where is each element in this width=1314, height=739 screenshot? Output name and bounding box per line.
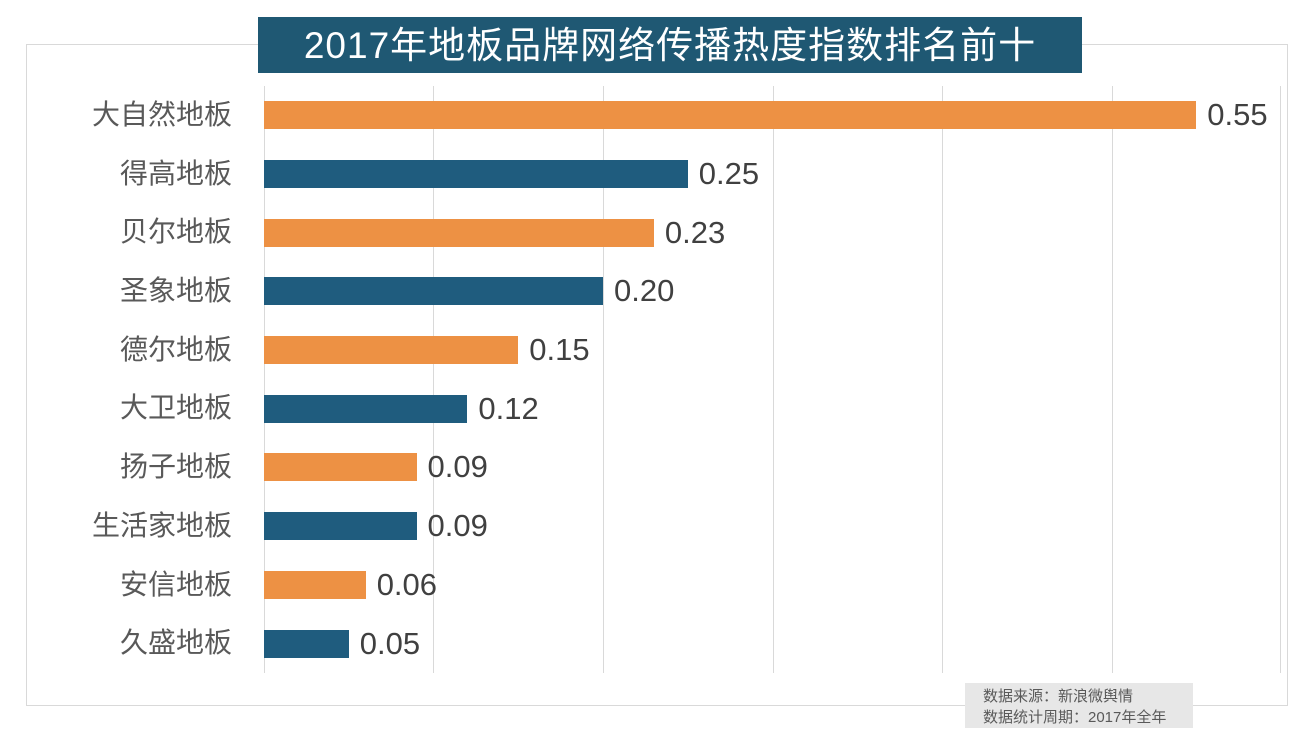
category-label: 安信地板 xyxy=(119,568,232,600)
value-label: 0.05 xyxy=(359,625,421,661)
gridline xyxy=(1111,86,1113,673)
category-label: 大自然地板 xyxy=(91,99,232,130)
bar xyxy=(264,629,349,658)
value-label: 0.23 xyxy=(664,214,726,250)
bar-row: 0.20 xyxy=(264,262,1281,321)
category-label: 德尔地板 xyxy=(119,333,232,365)
bars-layer: 0.55 0.25 0.23 0.20 0.15 0.12 0.09 0.09 0.06 0.05 xyxy=(264,86,1281,673)
value-label: 0.15 xyxy=(529,332,590,368)
category-label: 扬子地板 xyxy=(119,451,232,483)
bar xyxy=(264,394,468,423)
value-label: 0.06 xyxy=(376,566,438,602)
value-label: 0.25 xyxy=(698,156,760,192)
category-label: 得高地板 xyxy=(119,157,232,189)
bar-row: 0.15 xyxy=(264,321,1281,380)
bar-row: 0.09 xyxy=(264,438,1281,497)
category-label: 久盛地板 xyxy=(119,627,232,659)
bar xyxy=(264,218,654,247)
gridline xyxy=(1280,86,1281,673)
gridline xyxy=(602,86,604,673)
bar-row: 0.09 xyxy=(264,497,1281,556)
plot-area: 0.55 0.25 0.23 0.20 0.15 0.12 0.09 0.09 0.06 0.05 xyxy=(264,86,1281,673)
bar xyxy=(264,101,1197,130)
category-label: 圣象地板 xyxy=(119,275,232,307)
bar xyxy=(264,336,519,365)
chart-title: 2017年地板品牌网络传播热度指数排名前十 xyxy=(258,17,1082,73)
bar-row: 0.25 xyxy=(264,145,1281,204)
source-note-line2: 数据统计周期：2017年全年 xyxy=(983,709,1167,726)
chart-border xyxy=(26,44,1288,706)
bar-row: 0.05 xyxy=(264,614,1281,673)
bar-row: 0.23 xyxy=(264,203,1281,262)
bar xyxy=(264,160,688,189)
value-label: 0.09 xyxy=(427,449,488,485)
bar xyxy=(264,277,603,306)
bar-row: 0.06 xyxy=(264,556,1281,615)
category-label: 贝尔地板 xyxy=(119,216,232,248)
bar xyxy=(264,512,417,541)
gridline xyxy=(941,86,943,673)
bar xyxy=(264,570,366,599)
bar-row: 0.12 xyxy=(264,379,1281,438)
gridline xyxy=(264,86,265,673)
bar-row: 0.55 xyxy=(264,86,1281,145)
gridline xyxy=(772,86,774,673)
value-label: 0.20 xyxy=(614,273,675,309)
category-label: 生活家地板 xyxy=(91,509,232,541)
value-label: 0.09 xyxy=(427,508,488,544)
value-label: 0.55 xyxy=(1207,97,1268,133)
bar xyxy=(264,453,417,482)
source-note: 数据来源：新浪微舆情 数据统计周期：2017年全年 xyxy=(965,683,1193,728)
value-label: 0.12 xyxy=(478,390,539,426)
gridline-layer xyxy=(264,86,1281,673)
category-axis: 大自然地板得高地板贝尔地板圣象地板德尔地板大卫地板扬子地板生活家地板安信地板久盛… xyxy=(26,86,232,673)
category-label: 大卫地板 xyxy=(119,392,232,424)
gridline xyxy=(433,86,435,673)
source-note-line1: 数据来源：新浪微舆情 xyxy=(983,688,1134,705)
